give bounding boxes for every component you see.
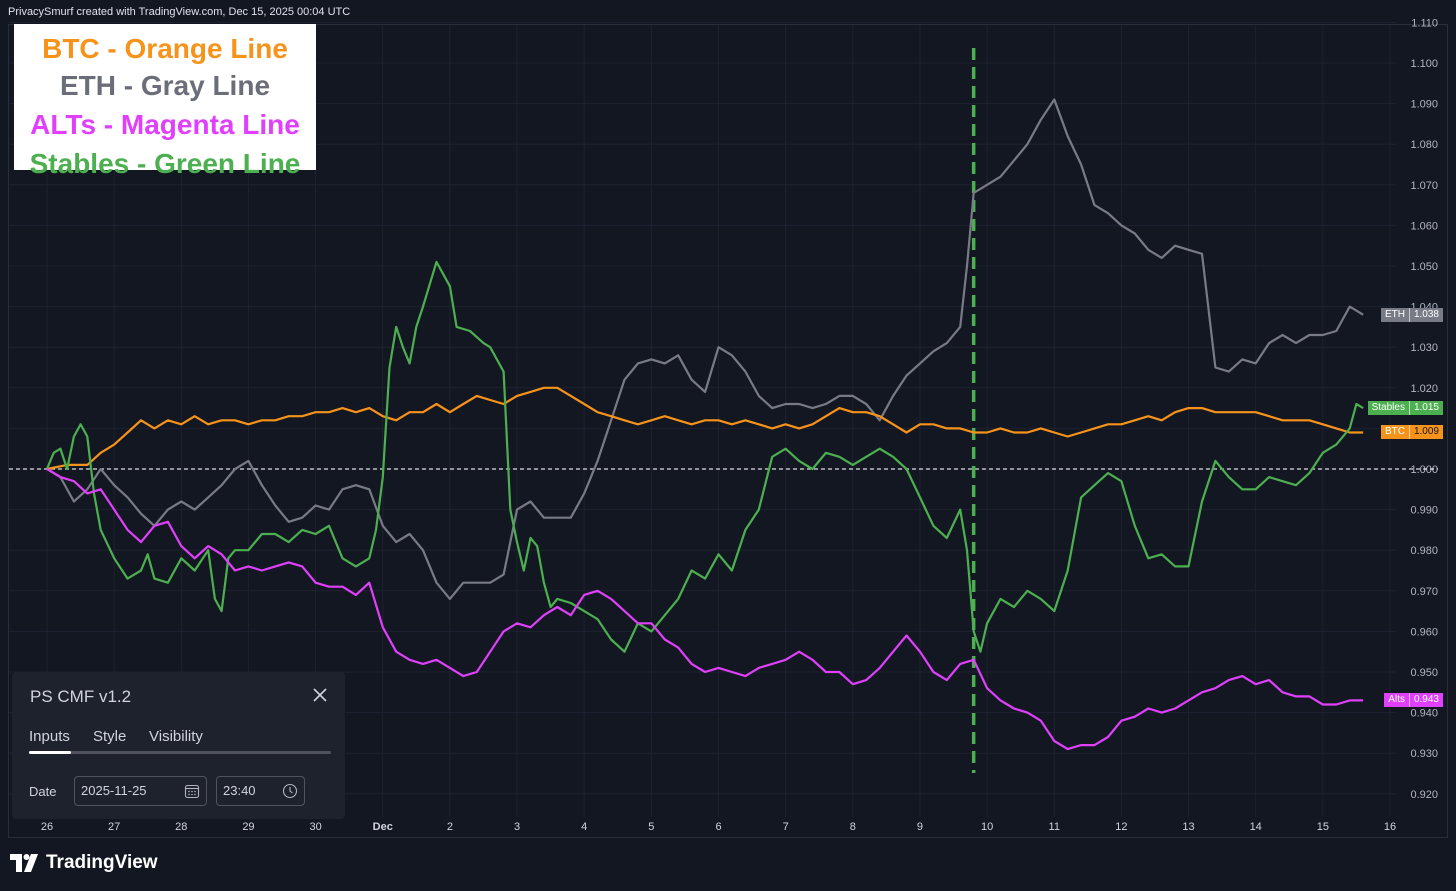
x-tick-label: 14: [1250, 821, 1262, 833]
date-label: Date: [29, 784, 57, 799]
date-input[interactable]: 2025-11-25: [74, 776, 207, 806]
x-tick-label: 4: [581, 821, 587, 833]
y-tick-label: 1.110: [1411, 17, 1438, 29]
value-tag-value: 0.943: [1408, 693, 1443, 708]
y-tick-label: 0.970: [1410, 586, 1438, 598]
indicator-settings-panel[interactable]: PS CMF v1.2 Inputs Style Visibility Date…: [12, 672, 345, 819]
chart-attribution: PrivacySmurf created with TradingView.co…: [8, 6, 351, 18]
time-input-value: 23:40: [223, 783, 256, 798]
value-tag-name: Alts: [1388, 694, 1405, 706]
x-tick-label: Dec: [373, 821, 393, 833]
value-tag-eth: ETH 1.038: [1380, 307, 1443, 322]
tab-visibility[interactable]: Visibility: [149, 728, 203, 745]
active-tab-indicator: [29, 751, 71, 754]
series-lines: [45, 98, 1364, 751]
chart-frame: [8, 24, 1448, 838]
x-tick-label: 10: [981, 821, 993, 833]
value-tag-value: 1.015: [1408, 401, 1443, 416]
y-tick-label: 1.030: [1410, 342, 1438, 354]
x-tick-label: 26: [41, 821, 53, 833]
series-legend: BTC - Orange Line ETH - Gray Line ALTs -…: [14, 24, 316, 179]
x-tick-label: 27: [108, 821, 120, 833]
legend-alts: ALTs - Magenta Line: [30, 109, 300, 140]
y-tick-label: 0.960: [1410, 626, 1438, 638]
panel-title: PS CMF v1.2: [30, 687, 132, 706]
tab-style[interactable]: Style: [93, 728, 127, 745]
y-tick-label: 0.930: [1410, 748, 1438, 760]
x-tick-label: 13: [1182, 821, 1194, 833]
y-tick-label: 1.080: [1410, 139, 1438, 151]
x-tick-label: 30: [309, 821, 321, 833]
clock-icon[interactable]: [282, 783, 298, 799]
reference-lines: [9, 48, 1438, 773]
x-tick-label: 12: [1115, 821, 1127, 833]
x-tick-label: 6: [715, 821, 721, 833]
value-tag-name: ETH: [1384, 308, 1405, 320]
series-line-eth: [46, 98, 1364, 601]
value-tag-name: BTC: [1384, 426, 1405, 438]
x-tick-label: 8: [850, 821, 856, 833]
value-tag-stables: Stables 1.015: [1367, 401, 1443, 416]
value-tag-alts: Alts 0.943: [1384, 693, 1443, 708]
x-tick-label: 15: [1317, 821, 1329, 833]
y-tick-label: 1.050: [1410, 261, 1438, 273]
y-tick-label: 0.980: [1410, 545, 1438, 557]
legend-btc: BTC - Orange Line: [42, 33, 288, 64]
y-tick-label: 1.090: [1410, 99, 1438, 111]
y-tick-label: 0.940: [1410, 708, 1438, 720]
date-input-value: 2025-11-25: [81, 783, 147, 798]
value-tag-value: 1.009: [1408, 425, 1443, 440]
series-line-btc: [46, 386, 1364, 471]
x-tick-label: 11: [1049, 821, 1060, 833]
y-tick-label: 1.060: [1410, 220, 1438, 232]
value-tag-btc: BTC 1.009: [1380, 425, 1443, 440]
calendar-icon[interactable]: [184, 783, 200, 799]
x-tick-label: 9: [917, 821, 923, 833]
y-tick-label: 1.100: [1410, 58, 1438, 70]
y-axis: 1.1101.1001.0901.0801.0701.0601.0501.040…: [1410, 17, 1438, 800]
x-tick-label: 3: [514, 821, 520, 833]
value-tag-name: Stables: [1371, 402, 1405, 414]
tradingview-icon: [10, 854, 38, 872]
y-tick-label: 1.000: [1410, 464, 1438, 476]
series-line-stables: [45, 260, 1364, 653]
brand-name: TradingView: [46, 852, 158, 873]
y-tick-label: 1.020: [1410, 383, 1438, 395]
time-input[interactable]: 23:40: [216, 776, 305, 806]
tradingview-logo: TradingView: [10, 852, 158, 874]
tab-inputs[interactable]: Inputs: [29, 728, 70, 745]
x-tick-label: 16: [1384, 821, 1396, 833]
legend-eth: ETH - Gray Line: [59, 70, 271, 101]
y-tick-label: 0.920: [1410, 789, 1438, 801]
series-line-alts: [46, 468, 1364, 751]
x-axis: 26 27 28 29 30 Dec 2 3 4 5 6 7 8 9 10 11 12 13 14 15 16: [41, 821, 1396, 833]
x-tick-label: 28: [175, 821, 187, 833]
close-icon[interactable]: [311, 686, 329, 704]
y-tick-label: 1.070: [1410, 180, 1438, 192]
x-tick-label: 29: [242, 821, 254, 833]
y-tick-label: 0.990: [1410, 505, 1438, 517]
value-tag-value: 1.038: [1408, 307, 1443, 322]
y-tick-label: 0.950: [1410, 667, 1438, 679]
legend-stables: Stables - Green Line: [29, 148, 301, 179]
tab-track: [29, 751, 331, 754]
x-tick-label: 5: [648, 821, 654, 833]
x-tick-label: 7: [783, 821, 789, 833]
x-tick-label: 2: [447, 821, 453, 833]
